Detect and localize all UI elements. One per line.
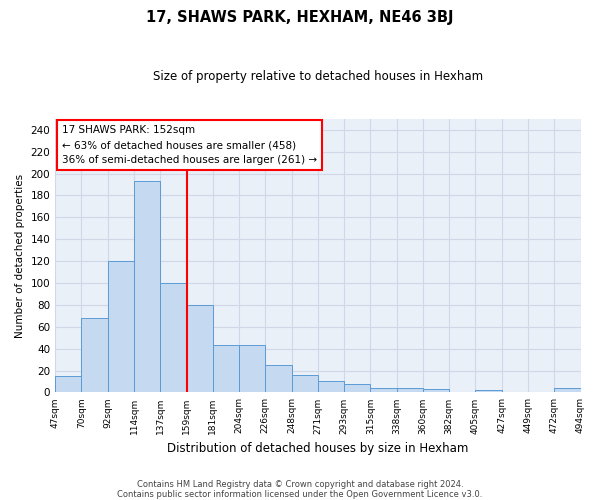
Bar	[423, 389, 449, 392]
Bar	[265, 365, 292, 392]
Bar	[134, 182, 160, 392]
Bar	[370, 388, 397, 392]
Title: Size of property relative to detached houses in Hexham: Size of property relative to detached ho…	[153, 70, 483, 83]
Bar	[160, 283, 187, 393]
Bar	[239, 346, 265, 393]
Bar	[397, 388, 423, 392]
Y-axis label: Number of detached properties: Number of detached properties	[15, 174, 25, 338]
Bar	[318, 382, 344, 392]
Text: 17 SHAWS PARK: 152sqm
← 63% of detached houses are smaller (458)
36% of semi-det: 17 SHAWS PARK: 152sqm ← 63% of detached …	[62, 126, 317, 165]
Bar	[554, 388, 581, 392]
Bar	[213, 346, 239, 393]
Bar	[55, 376, 82, 392]
Bar	[292, 375, 318, 392]
Bar	[108, 261, 134, 392]
Text: Contains public sector information licensed under the Open Government Licence v3: Contains public sector information licen…	[118, 490, 482, 499]
Text: 17, SHAWS PARK, HEXHAM, NE46 3BJ: 17, SHAWS PARK, HEXHAM, NE46 3BJ	[146, 10, 454, 25]
Bar	[344, 384, 370, 392]
Bar	[187, 305, 213, 392]
Text: Contains HM Land Registry data © Crown copyright and database right 2024.: Contains HM Land Registry data © Crown c…	[137, 480, 463, 489]
Bar	[475, 390, 502, 392]
Bar	[82, 318, 108, 392]
X-axis label: Distribution of detached houses by size in Hexham: Distribution of detached houses by size …	[167, 442, 469, 455]
